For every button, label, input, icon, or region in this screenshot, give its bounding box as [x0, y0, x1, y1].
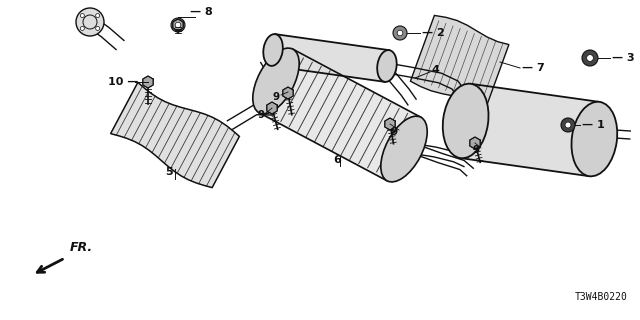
Text: 6: 6 [333, 155, 341, 165]
Text: FR.: FR. [70, 241, 93, 254]
Circle shape [587, 55, 593, 61]
Circle shape [393, 26, 407, 40]
Text: 9: 9 [473, 145, 480, 155]
Ellipse shape [572, 102, 617, 176]
Text: 5: 5 [165, 167, 173, 177]
Text: 10 —: 10 — [108, 77, 138, 87]
Polygon shape [470, 137, 480, 149]
Text: 9: 9 [273, 92, 280, 102]
Polygon shape [385, 118, 395, 130]
Text: T3W4B0220: T3W4B0220 [575, 292, 628, 302]
Polygon shape [173, 19, 183, 31]
Polygon shape [111, 82, 239, 188]
Polygon shape [143, 76, 153, 88]
Text: — 2: — 2 [422, 28, 445, 38]
Ellipse shape [253, 48, 299, 114]
Text: — 7: — 7 [522, 63, 545, 73]
Ellipse shape [377, 50, 397, 82]
Polygon shape [410, 15, 509, 108]
Text: 9: 9 [391, 127, 398, 137]
FancyArrowPatch shape [37, 259, 63, 272]
Circle shape [171, 18, 185, 32]
Polygon shape [460, 84, 600, 176]
Text: — 3: — 3 [612, 53, 635, 63]
Circle shape [565, 122, 571, 128]
Polygon shape [271, 34, 389, 82]
Ellipse shape [263, 34, 283, 66]
Circle shape [76, 8, 104, 36]
Polygon shape [259, 49, 421, 181]
Circle shape [81, 27, 84, 30]
Circle shape [95, 27, 100, 30]
Ellipse shape [443, 84, 488, 158]
Circle shape [95, 13, 100, 18]
Circle shape [397, 30, 403, 36]
Polygon shape [283, 87, 293, 99]
Text: — 8: — 8 [190, 7, 212, 17]
Circle shape [582, 50, 598, 66]
Text: — 1: — 1 [582, 120, 605, 130]
Ellipse shape [381, 116, 428, 182]
Circle shape [561, 118, 575, 132]
Text: 9: 9 [258, 110, 265, 120]
Circle shape [175, 22, 181, 28]
Text: 4: 4 [432, 65, 440, 75]
Polygon shape [267, 102, 277, 114]
Circle shape [81, 13, 84, 18]
